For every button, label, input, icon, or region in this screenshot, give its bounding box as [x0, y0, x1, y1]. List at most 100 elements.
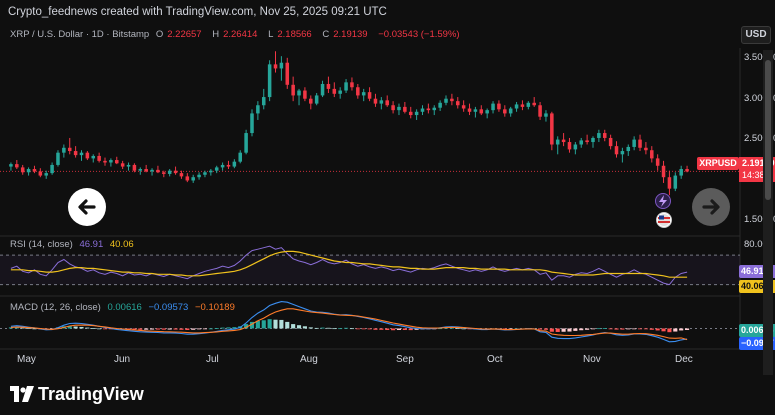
candle-body: [297, 90, 301, 96]
candle-body: [103, 160, 107, 163]
macd-histogram-bar: [97, 328, 102, 330]
candle-body: [9, 164, 13, 167]
macd-histogram-bar: [326, 327, 331, 329]
currency-button[interactable]: USD: [741, 26, 771, 44]
candle-body: [573, 144, 578, 150]
macd-histogram-bar: [355, 328, 360, 330]
macd-histogram-bar: [438, 328, 443, 330]
macd-histogram-bar: [620, 328, 625, 330]
macd-title[interactable]: MACD (12, 26, close): [10, 302, 101, 313]
macd-hist-value: 0.00616: [107, 302, 142, 313]
candle-body: [85, 152, 90, 159]
macd-histogram-bar: [461, 328, 466, 330]
price-axis-label: 3.50000: [744, 52, 775, 63]
macd-histogram-bar: [138, 328, 143, 330]
macd-histogram-bar: [655, 328, 660, 331]
candle-body: [238, 152, 242, 162]
macd-histogram-bar: [320, 327, 325, 329]
macd-histogram-bar: [402, 328, 407, 331]
candle-body: [579, 140, 583, 145]
candle-body: [220, 164, 225, 168]
macd-histogram-bar: [20, 327, 25, 329]
macd-histogram-bar: [232, 327, 237, 329]
candle-body: [303, 90, 307, 99]
macd-histogram-bar: [267, 319, 272, 329]
candle-body: [314, 95, 319, 104]
candle-body: [338, 90, 342, 94]
scroll-back-button[interactable]: [68, 188, 106, 226]
candle-body: [367, 92, 372, 99]
macd-histogram-bar: [249, 321, 255, 329]
candle-body: [673, 175, 678, 189]
macd-histogram-bar: [590, 328, 596, 330]
candle-body: [250, 113, 254, 134]
bar-countdown: 14:38:1: [742, 170, 773, 180]
rsi-ma-line: [10, 250, 688, 278]
candle-body: [456, 101, 460, 106]
candle-body: [173, 170, 178, 174]
candle-body: [320, 83, 325, 96]
candle-body: [532, 102, 536, 106]
macd-histogram-bar: [549, 328, 554, 332]
close-label: C: [322, 29, 330, 40]
symbol-title[interactable]: XRP / U.S. Dollar · 1D · Bitstamp: [10, 29, 150, 40]
candle-body: [132, 164, 137, 171]
footer: [0, 375, 775, 415]
tradingview-brand[interactable]: TradingView: [38, 384, 144, 404]
current-price: 2.19139: [742, 158, 775, 168]
candle-body: [356, 87, 360, 96]
split-event-icon[interactable]: [655, 193, 671, 209]
macd-histogram-bar: [391, 328, 396, 331]
arrow-left-icon: [78, 199, 96, 215]
macd-histogram-bar: [643, 328, 648, 330]
tradingview-logo-icon: [10, 386, 34, 402]
candle-body: [361, 92, 366, 96]
price-axis-label: 1.50000: [744, 214, 775, 225]
us-flag-icon: [658, 214, 670, 226]
candle-body: [432, 107, 437, 111]
scrollbar-track[interactable]: [763, 50, 773, 375]
time-axis-label: Jul: [206, 354, 219, 365]
scrollbar-thumb[interactable]: [765, 60, 771, 200]
macd-histogram-bar: [308, 327, 313, 329]
macd-histogram-bar: [561, 328, 566, 332]
macd-histogram-bar: [555, 328, 560, 332]
macd-histogram-bar: [314, 327, 319, 329]
economic-event-flag-icon[interactable]: [656, 212, 672, 228]
rsi-title[interactable]: RSI (14, close): [10, 239, 73, 250]
macd-histogram-bar: [126, 328, 131, 330]
candle-body: [620, 151, 625, 155]
macd-histogram-bar: [261, 320, 266, 329]
candle-body: [385, 100, 389, 106]
candle-body: [120, 163, 125, 167]
candle-body: [379, 100, 384, 104]
candle-body: [626, 146, 631, 152]
macd-histogram-bar: [626, 328, 631, 330]
rsi-band: [0, 255, 740, 285]
candle-body: [614, 146, 619, 155]
candle-body: [156, 169, 160, 173]
low-value: 2.18566: [277, 29, 312, 40]
scroll-forward-button[interactable]: [692, 188, 730, 226]
macd-histogram-bar: [296, 325, 302, 329]
macd-histogram-bar: [26, 328, 31, 329]
macd-histogram-bar: [208, 328, 213, 330]
candle-body: [491, 103, 495, 111]
candle-body: [438, 102, 442, 108]
macd-histogram-bar: [455, 328, 460, 329]
time-axis-label: May: [17, 354, 36, 365]
macd-histogram-bar: [667, 328, 672, 333]
candle-body: [309, 98, 313, 104]
candle-body: [162, 172, 166, 174]
macd-histogram-bar: [344, 327, 349, 329]
macd-histogram-bar: [185, 328, 190, 331]
price-axis-label: 3.00000: [744, 93, 775, 104]
candle-body: [479, 109, 484, 114]
macd-histogram-bar: [197, 328, 202, 330]
candle-body: [67, 147, 72, 152]
candle-body: [261, 97, 266, 106]
macd-histogram-bar: [567, 328, 572, 332]
candle-body: [73, 151, 78, 156]
